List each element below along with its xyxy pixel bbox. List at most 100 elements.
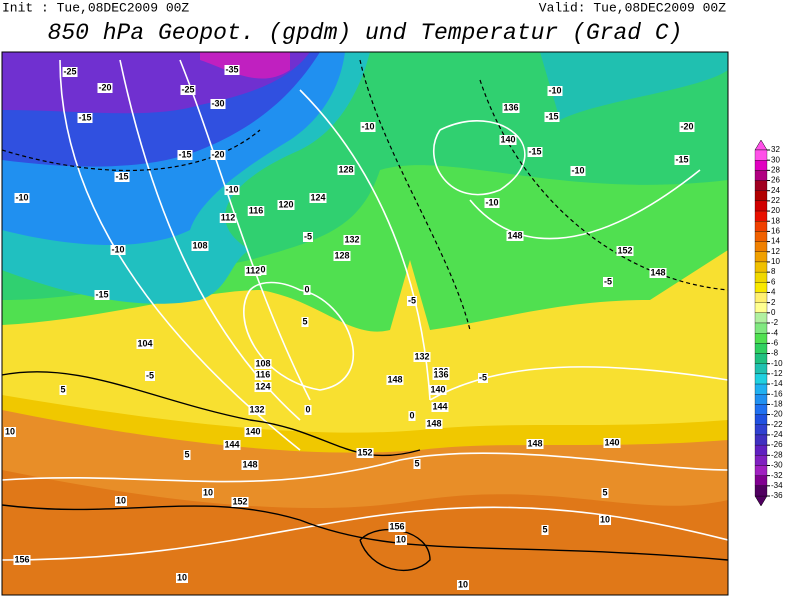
init-time: Init : Tue,08DEC2009 00Z <box>2 0 189 15</box>
contour-label: -10 <box>111 244 124 254</box>
contour-label-box <box>62 67 78 77</box>
contour-label: -35 <box>225 64 238 74</box>
contour-label: 116 <box>249 205 264 215</box>
contour-label: 108 <box>192 240 207 250</box>
contour-label: 152 <box>232 496 247 506</box>
contour-label-box <box>570 166 586 176</box>
contour-label-box <box>360 122 376 132</box>
colorbar-swatch <box>754 170 768 181</box>
title: 850 hPa Geopot. (gpdm) und Temperatur (G… <box>48 20 683 46</box>
contour-label: 148 <box>426 418 441 428</box>
colorbar-swatch <box>754 282 768 293</box>
contour-label: 10 <box>396 534 406 544</box>
contour-label: -5 <box>146 370 154 380</box>
contour-label: 10 <box>177 572 187 582</box>
colorbar-tick-label: -36 <box>771 491 783 500</box>
contour-label-box <box>413 352 431 362</box>
contour-label: 128 <box>334 250 349 260</box>
contour-label: -5 <box>408 295 416 305</box>
contour-label-box <box>94 290 110 300</box>
contour-label-box <box>97 83 113 93</box>
contour-label: 5 <box>542 524 547 534</box>
contour-label: 152 <box>617 245 632 255</box>
colorbar-swatch <box>754 373 768 385</box>
contour-label: 5 <box>602 487 607 497</box>
colorbar-swatch <box>754 404 768 415</box>
contour-label: 144 <box>432 401 447 411</box>
contour-label: 136 <box>503 102 518 112</box>
contour-label: -25 <box>181 84 194 94</box>
contour-label: 140 <box>604 437 619 447</box>
contour-label: 148 <box>242 459 257 469</box>
contour-label-box <box>601 488 609 498</box>
contour-label-box <box>541 525 549 535</box>
colorbar-swatch <box>754 180 768 191</box>
colorbar-tick-label: -16 <box>771 389 783 398</box>
colorbar-swatch <box>754 394 768 405</box>
colorbar-swatch <box>754 160 768 171</box>
contour-label-box <box>277 200 295 210</box>
colorbar-tick-label: -22 <box>771 420 783 429</box>
contour-label: 0 <box>260 264 265 274</box>
contour-label-box <box>210 150 226 160</box>
contour-label-box <box>59 385 67 395</box>
contour-label: 136 <box>433 369 448 379</box>
contour-label: 10 <box>458 579 468 589</box>
contour-label-box <box>3 427 17 437</box>
colorbar-tick-label: -24 <box>771 430 783 439</box>
contour-label-box <box>499 135 517 145</box>
contour-label-box <box>177 150 193 160</box>
contour-label-box <box>247 206 265 216</box>
contour-label-box <box>301 317 309 327</box>
contour-label: 148 <box>527 438 542 448</box>
colorbar-tick-label: -34 <box>771 481 783 490</box>
colorbar-tick-label: -8 <box>771 349 779 358</box>
contour-label-box <box>191 241 209 251</box>
contour-label-box <box>679 122 695 132</box>
contour-label: -15 <box>178 149 191 159</box>
contour-label: 132 <box>249 404 264 414</box>
contour-label-box <box>356 448 374 458</box>
contour-label-box <box>547 86 563 96</box>
contour-label: -10 <box>361 121 374 131</box>
contour-label-box <box>386 375 404 385</box>
contour-label-box <box>388 522 406 532</box>
contour-label-box <box>343 235 361 245</box>
colorbar-tick-label: 6 <box>771 277 776 286</box>
colorbar-tick-label: -2 <box>771 318 779 327</box>
contour-label: 5 <box>414 458 419 468</box>
contour-label-box <box>210 99 226 109</box>
contour-label-box <box>201 488 215 498</box>
map-frame <box>1 51 729 596</box>
contour-label-box <box>183 450 191 460</box>
colorbar-swatch <box>754 231 768 242</box>
colorbar-tick-label: -18 <box>771 400 783 409</box>
contour-label-box <box>616 246 634 256</box>
contour-label: 148 <box>507 230 522 240</box>
contour-label-box <box>527 147 543 157</box>
contour-label: -30 <box>211 98 224 108</box>
contour-label-box <box>598 515 612 525</box>
colorbar-swatch <box>754 210 768 222</box>
contour-label: 140 <box>500 134 515 144</box>
contour-label-box <box>13 555 31 565</box>
contour-label-box <box>602 277 614 287</box>
map-area <box>2 52 728 595</box>
colorbar-tick-label: 32 <box>771 145 780 154</box>
contour-label-box <box>304 405 312 415</box>
colorbar-tick-label: 12 <box>771 247 780 256</box>
colorbar-tick-label: -30 <box>771 461 783 470</box>
colorbar-swatch <box>754 343 768 354</box>
colorbar-tick-label: 10 <box>771 257 780 266</box>
colorbar-swatch <box>754 241 768 252</box>
contour-label-box <box>309 193 327 203</box>
contour-label-box <box>241 460 259 470</box>
contour-label-box <box>432 370 450 380</box>
contour-label: -15 <box>95 289 108 299</box>
contour-label: -5 <box>604 276 612 286</box>
contour-label-box <box>14 193 30 203</box>
contour-label: 124 <box>310 192 325 202</box>
contour-label-box <box>114 496 128 506</box>
contour-label: -15 <box>528 146 541 156</box>
colorbar-swatch <box>754 251 768 263</box>
